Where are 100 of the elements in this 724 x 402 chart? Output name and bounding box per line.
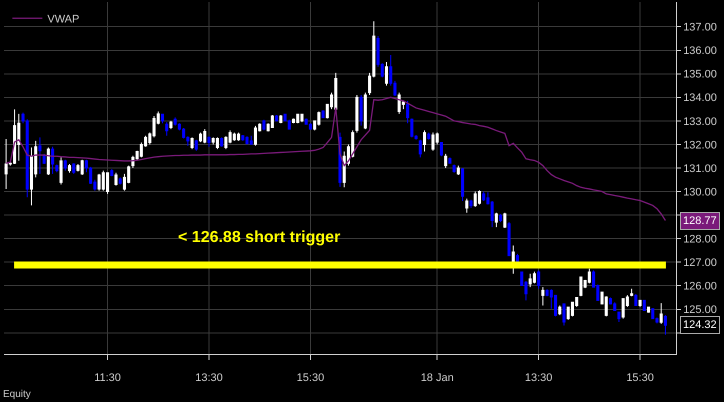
y-tick-label: 125.00	[683, 304, 717, 316]
candlestick	[604, 296, 608, 317]
candlestick	[194, 139, 198, 152]
candlestick	[241, 134, 244, 142]
candlestick	[499, 213, 502, 223]
candlestick	[68, 163, 72, 174]
candlestick	[456, 165, 460, 176]
candlestick	[651, 308, 654, 320]
candlestick	[478, 190, 482, 205]
candlestick	[118, 176, 122, 185]
candlestick	[207, 136, 211, 148]
candlestick	[300, 113, 304, 123]
candlestick	[198, 132, 202, 143]
candlestick	[237, 132, 240, 142]
candlestick	[638, 299, 642, 308]
candlestick	[4, 138, 8, 190]
candlestick	[474, 191, 477, 208]
candlestick	[102, 170, 105, 192]
x-tick-label: 13:30	[524, 372, 552, 384]
candlestick	[254, 125, 258, 146]
candlestick	[630, 288, 634, 297]
candlestick	[216, 136, 219, 150]
candlestick	[51, 146, 54, 174]
candlestick	[646, 306, 650, 314]
x-tick-label: 15:30	[296, 372, 324, 384]
candlestick	[360, 94, 363, 126]
candlestick	[250, 135, 253, 145]
candlestick	[364, 92, 367, 130]
candlestick	[220, 136, 224, 148]
candlestick	[410, 118, 414, 138]
candlestick	[160, 113, 164, 124]
y-tick-label: 134.00	[683, 92, 717, 104]
candlestick	[494, 212, 498, 228]
text: Equity	[3, 389, 31, 400]
text: 128.77	[683, 215, 717, 227]
legend-label: VWAP	[47, 14, 80, 26]
candlestick	[42, 153, 46, 164]
candlestick	[245, 136, 249, 145]
candlestick	[558, 305, 562, 316]
candlestick	[541, 286, 544, 306]
candlestick	[406, 100, 410, 124]
candlestick	[634, 293, 638, 306]
candlestick	[465, 198, 468, 214]
candlestick	[617, 311, 620, 322]
y-tick-label: 136.00	[683, 45, 717, 58]
candlestick	[452, 164, 456, 174]
candlestick	[98, 173, 101, 192]
y-tick-label: 137.00	[683, 22, 717, 34]
candlestick	[537, 270, 540, 290]
candlestick	[270, 114, 274, 128]
candlestick	[212, 136, 215, 145]
candlestick	[232, 132, 236, 142]
candlestick	[55, 164, 58, 173]
candlestick	[503, 212, 506, 229]
candlestick	[532, 271, 536, 284]
y-tick-label: 130.00	[683, 186, 717, 198]
candlestick	[528, 273, 532, 288]
candlestick	[431, 132, 435, 152]
candlestick	[384, 62, 388, 86]
candlestick	[110, 168, 114, 177]
candlestick	[622, 298, 625, 320]
candlestick	[469, 199, 473, 209]
candlestick	[440, 142, 443, 157]
candlestick	[275, 114, 278, 122]
text: 124.32	[683, 319, 717, 331]
candlestick	[106, 172, 110, 194]
candlestick	[508, 222, 511, 256]
candlestick	[38, 136, 42, 174]
candlestick	[444, 153, 448, 168]
x-tick-label: 11:30	[94, 372, 121, 384]
candlestick	[355, 94, 358, 134]
x-tick-label: 13:30	[195, 372, 223, 384]
candlestick	[448, 156, 452, 164]
candlestick	[292, 118, 296, 124]
candlestick	[398, 92, 401, 114]
candlestick	[613, 302, 616, 311]
y-tick-label: 132.00	[683, 139, 717, 152]
candlestick	[13, 108, 16, 164]
candlestick	[579, 276, 582, 297]
candlestick	[114, 172, 118, 186]
x-tick-label: 15:30	[626, 372, 654, 384]
candlestick	[642, 299, 646, 311]
y-tick-label: 126.00	[683, 280, 717, 293]
candlestick	[46, 147, 50, 176]
candlestick	[76, 163, 80, 172]
ref-line-label: < 126.88 short trigger	[178, 229, 340, 246]
candlestick	[664, 314, 667, 336]
candlestick	[322, 110, 325, 118]
candlestick	[308, 122, 312, 130]
candlestick	[588, 268, 591, 284]
y-tick-label: 131.00	[683, 162, 717, 175]
candlestick	[169, 120, 172, 130]
candlestick	[17, 113, 20, 162]
candlestick	[60, 156, 63, 185]
candlestick	[72, 162, 76, 174]
candlestick	[660, 302, 663, 324]
candlestick	[422, 130, 426, 152]
candlestick	[418, 139, 422, 158]
candlestick	[317, 110, 320, 126]
candlestick	[262, 119, 266, 131]
